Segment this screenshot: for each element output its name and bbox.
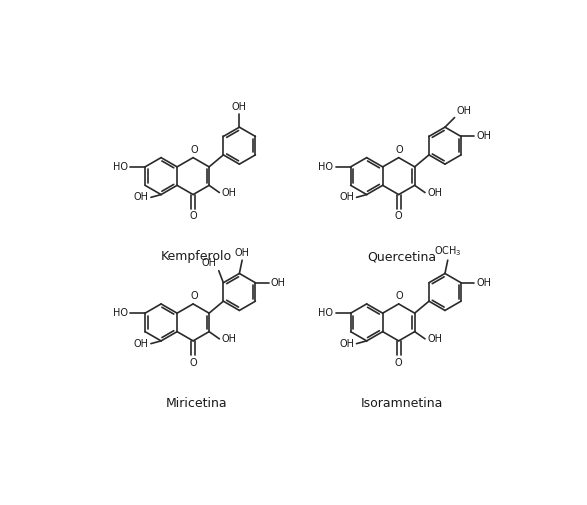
Text: Kempferolo: Kempferolo [161,250,232,264]
Text: O: O [190,144,198,155]
Text: Quercetina: Quercetina [367,250,437,264]
Text: HO: HO [113,308,127,318]
Text: OH: OH [235,248,249,258]
Text: O: O [396,144,403,155]
Text: OH: OH [477,131,491,141]
Text: OH: OH [427,187,442,197]
Text: OH: OH [339,192,354,203]
Text: OH: OH [457,106,472,116]
Text: OH: OH [201,259,217,268]
Text: HO: HO [318,308,333,318]
Text: OH: OH [232,102,247,112]
Text: O: O [190,291,198,301]
Text: O: O [396,291,403,301]
Text: O: O [395,211,403,221]
Text: OCH$_3$: OCH$_3$ [434,244,461,258]
Text: OH: OH [134,192,149,203]
Text: O: O [189,211,197,221]
Text: Miricetina: Miricetina [166,397,227,410]
Text: OH: OH [477,278,491,288]
Text: HO: HO [318,162,333,172]
Text: OH: OH [222,334,237,344]
Text: O: O [189,358,197,368]
Text: O: O [395,358,403,368]
Text: OH: OH [222,187,237,197]
Text: Isoramnetina: Isoramnetina [361,397,443,410]
Text: OH: OH [134,339,149,348]
Text: OH: OH [339,339,354,348]
Text: OH: OH [427,334,442,344]
Text: OH: OH [271,278,286,288]
Text: HO: HO [113,162,127,172]
